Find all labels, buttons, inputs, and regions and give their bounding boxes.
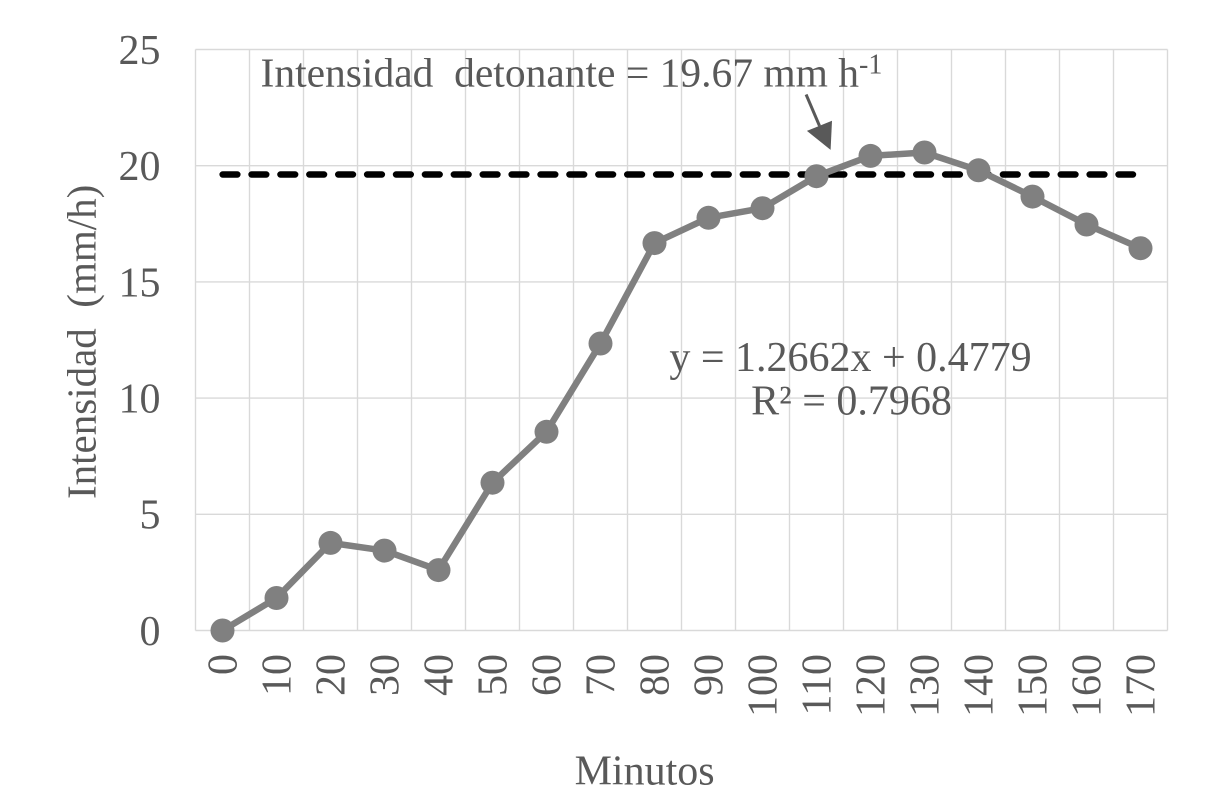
svg-text:10: 10: [119, 377, 161, 423]
svg-text:20: 20: [119, 144, 161, 190]
svg-text:150: 150: [1011, 654, 1057, 717]
svg-text:25: 25: [119, 28, 161, 74]
svg-text:20: 20: [309, 654, 355, 696]
svg-text:120: 120: [849, 654, 895, 717]
svg-text:R² = 0.7968: R² = 0.7968: [751, 379, 952, 425]
svg-text:80: 80: [633, 654, 679, 696]
svg-text:130: 130: [903, 654, 949, 717]
svg-text:Intensidad detonante = 19.67: Intensidad detonante = 19.67 mm h-1: [261, 50, 883, 96]
svg-text:100: 100: [741, 654, 787, 717]
svg-text:50: 50: [471, 654, 517, 696]
svg-text:160: 160: [1065, 654, 1111, 717]
svg-text:5: 5: [140, 493, 161, 539]
svg-text:90: 90: [687, 654, 733, 696]
svg-text:70: 70: [579, 654, 625, 696]
svg-text:10: 10: [255, 654, 301, 696]
svg-text:30: 30: [363, 654, 409, 696]
svg-text:140: 140: [957, 654, 1003, 717]
svg-text:Intensidad (mm/h): Intensidad (mm/h): [59, 185, 105, 499]
svg-text:y = 1.2662x + 0.4779: y = 1.2662x + 0.4779: [669, 335, 1031, 381]
svg-text:Minutos: Minutos: [575, 748, 715, 794]
svg-text:15: 15: [119, 260, 161, 306]
svg-text:0: 0: [140, 609, 161, 655]
svg-text:60: 60: [525, 654, 571, 696]
svg-text:170: 170: [1119, 654, 1165, 717]
svg-text:0: 0: [201, 654, 247, 675]
svg-text:110: 110: [795, 654, 841, 715]
svg-text:40: 40: [417, 654, 463, 696]
